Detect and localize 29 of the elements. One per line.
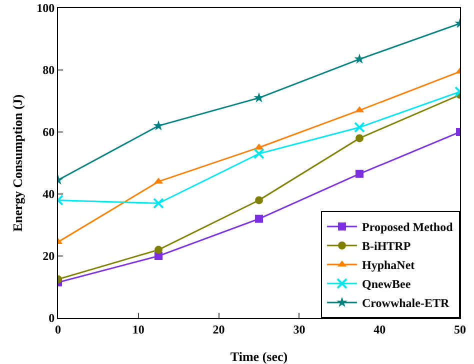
point <box>153 120 164 130</box>
point <box>254 92 264 102</box>
point <box>356 134 364 142</box>
y-tick-label: 0 <box>48 311 55 326</box>
x-tick-label: 30 <box>293 322 306 336</box>
x-tick-label: 40 <box>374 322 386 336</box>
y-tick-label: 40 <box>42 187 55 202</box>
point <box>153 198 164 209</box>
x-tick-label: 10 <box>132 322 144 336</box>
point <box>154 246 162 254</box>
x-axis-title: Time (sec) <box>230 349 288 364</box>
legend-label: HyphaNet <box>362 258 415 272</box>
point <box>254 148 264 160</box>
y-tick-label: 100 <box>36 1 55 16</box>
y-tick-label: 20 <box>42 249 55 264</box>
point <box>354 54 365 64</box>
legend-label: Crowwhale-ETR <box>362 296 450 310</box>
legend-label: B-iHTRP <box>362 239 411 254</box>
y-tick-label: 60 <box>42 125 55 140</box>
point <box>255 196 263 204</box>
point <box>354 122 365 133</box>
x-tick-label: 50 <box>454 322 466 336</box>
y-tick-label: 80 <box>42 63 55 78</box>
point <box>356 170 364 178</box>
legend-label: Proposed Method <box>362 220 454 234</box>
legend-label: QnewBee <box>362 277 412 292</box>
x-tick-label: 20 <box>212 322 225 336</box>
point <box>255 214 263 223</box>
y-axis-title: Energy Consumption (J) <box>10 94 25 232</box>
